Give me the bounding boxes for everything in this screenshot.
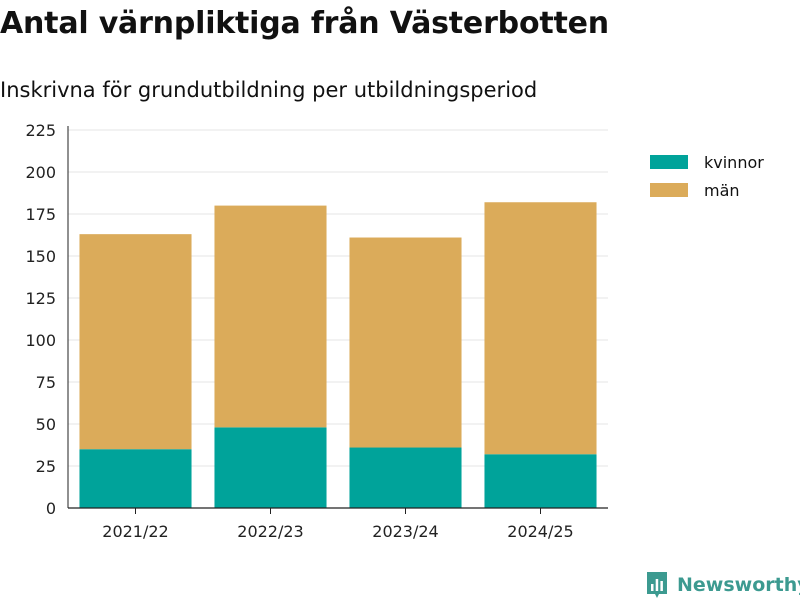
bar-kvinnor	[349, 447, 462, 508]
legend: kvinnor män	[650, 148, 764, 204]
legend-label-man: män	[704, 180, 740, 200]
brand-name: Newsworthy	[677, 574, 800, 596]
x-tick-label: 2023/24	[372, 522, 438, 541]
legend-label-kvinnor: kvinnor	[704, 152, 764, 172]
y-tick-label: 150	[25, 247, 56, 266]
chart-title: Antal värnpliktiga från Västerbotten	[0, 6, 609, 41]
legend-swatch-man	[650, 183, 688, 197]
x-tick-label: 2021/22	[102, 522, 168, 541]
brand-logo: Newsworthy	[645, 570, 800, 600]
bar-man	[214, 205, 327, 428]
y-tick-label: 75	[36, 373, 56, 392]
y-tick-label: 125	[25, 289, 56, 308]
y-tick-label: 200	[25, 163, 56, 182]
x-tick-label: 2024/25	[507, 522, 573, 541]
y-tick-label: 25	[36, 457, 56, 476]
chart-subtitle: Inskrivna för grundutbildning per utbild…	[0, 78, 538, 102]
y-tick-label: 175	[25, 205, 56, 224]
legend-item-kvinnor: kvinnor	[650, 148, 764, 176]
bar-man	[349, 237, 462, 448]
y-tick-label: 100	[25, 331, 56, 350]
y-tick-label: 50	[36, 415, 56, 434]
bar-man	[484, 202, 597, 455]
bar-kvinnor	[484, 454, 597, 508]
y-tick-label: 225	[25, 121, 56, 140]
legend-item-man: män	[650, 176, 764, 204]
legend-swatch-kvinnor	[650, 155, 688, 169]
bar-man	[79, 234, 192, 450]
bar-kvinnor	[79, 449, 192, 508]
x-tick-label: 2022/23	[237, 522, 303, 541]
newsworthy-logo-icon	[647, 572, 667, 598]
y-tick-label: 0	[46, 499, 56, 518]
bar-kvinnor	[214, 427, 327, 508]
